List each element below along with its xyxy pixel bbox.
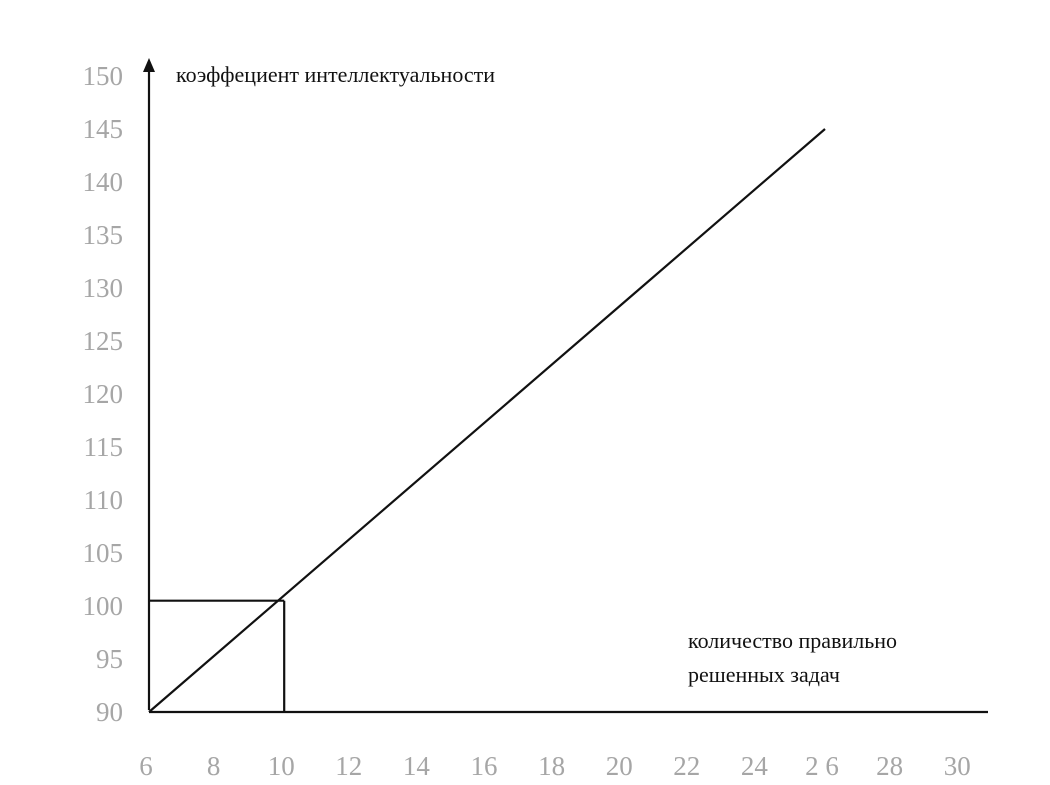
x-tick-label: 8 (207, 751, 221, 781)
y-tick-label: 90 (96, 697, 123, 727)
x-tick-label: 24 (741, 751, 769, 781)
y-tick-label: 115 (84, 432, 124, 462)
y-tick-label: 125 (83, 326, 124, 356)
y-axis-title: коэффециент интеллектуальности (176, 62, 495, 87)
series-line (148, 128, 826, 713)
x-tick-label: 6 (139, 751, 153, 781)
x-tick-label: 10 (268, 751, 295, 781)
x-tick-label: 16 (471, 751, 498, 781)
x-axis-title-line-1: количество правильно (688, 628, 897, 653)
x-tick-label: 20 (606, 751, 633, 781)
x-tick-label: 30 (944, 751, 971, 781)
x-tick-labels: 6 8 10 12 14 16 18 20 22 24 2 6 28 30 (139, 751, 970, 781)
x-axis-title-line-2: решенных задач (688, 662, 840, 687)
y-tick-label: 140 (83, 167, 124, 197)
y-tick-label: 135 (83, 220, 124, 250)
y-tick-label: 110 (84, 485, 124, 515)
series-lines (148, 128, 826, 713)
x-tick-label: 28 (876, 751, 903, 781)
y-tick-label: 145 (83, 114, 124, 144)
x-tick-label: 2 6 (805, 751, 839, 781)
x-tick-label: 12 (335, 751, 362, 781)
guide-lines (149, 599, 286, 712)
y-tick-labels: 90 95 100 105 110 115 120 125 130 135 140 145 150 (83, 61, 124, 727)
x-tick-label: 14 (403, 751, 431, 781)
y-tick-label: 130 (83, 273, 124, 303)
y-axis-arrow (143, 58, 155, 72)
y-tick-label: 150 (83, 61, 124, 91)
y-tick-label: 105 (83, 538, 124, 568)
x-tick-label: 22 (673, 751, 700, 781)
x-tick-label: 18 (538, 751, 565, 781)
y-tick-label: 120 (83, 379, 124, 409)
y-tick-label: 100 (83, 591, 124, 621)
y-tick-label: 95 (96, 644, 123, 674)
